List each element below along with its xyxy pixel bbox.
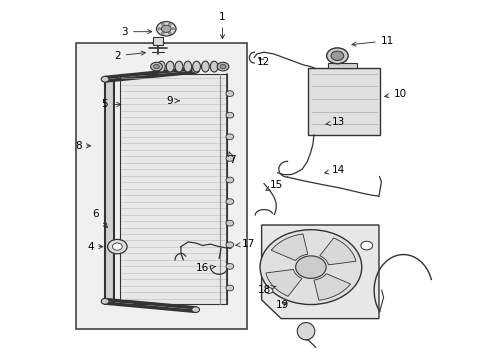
Circle shape <box>225 285 233 291</box>
Bar <box>153 37 163 45</box>
Text: 2: 2 <box>114 51 145 61</box>
Circle shape <box>191 307 199 312</box>
Text: 12: 12 <box>256 57 269 67</box>
Text: 1: 1 <box>219 12 225 39</box>
Text: 14: 14 <box>324 165 345 175</box>
Circle shape <box>330 51 343 60</box>
Circle shape <box>225 220 233 226</box>
Circle shape <box>150 62 162 71</box>
Circle shape <box>225 134 233 140</box>
Ellipse shape <box>175 61 183 72</box>
Circle shape <box>158 28 161 30</box>
Circle shape <box>225 242 233 248</box>
Circle shape <box>153 64 159 69</box>
Circle shape <box>156 22 176 36</box>
Bar <box>307 68 380 135</box>
Ellipse shape <box>157 61 165 72</box>
Circle shape <box>107 239 127 254</box>
Ellipse shape <box>183 61 191 72</box>
Polygon shape <box>261 225 378 319</box>
Ellipse shape <box>201 61 209 72</box>
Circle shape <box>101 76 109 82</box>
Text: 18: 18 <box>257 285 276 295</box>
Text: 5: 5 <box>101 99 121 109</box>
Circle shape <box>225 264 233 269</box>
Wedge shape <box>313 274 350 300</box>
Circle shape <box>295 256 325 278</box>
Circle shape <box>264 288 272 293</box>
Circle shape <box>225 91 233 96</box>
Circle shape <box>225 199 233 204</box>
Circle shape <box>260 230 361 305</box>
Wedge shape <box>265 269 302 296</box>
Circle shape <box>220 64 225 69</box>
Circle shape <box>168 32 171 34</box>
Circle shape <box>168 23 171 26</box>
Circle shape <box>171 28 174 30</box>
Circle shape <box>360 241 372 250</box>
Wedge shape <box>271 234 307 261</box>
Circle shape <box>225 177 233 183</box>
Ellipse shape <box>166 61 174 72</box>
Text: 13: 13 <box>325 117 345 127</box>
Circle shape <box>101 298 109 304</box>
Bar <box>327 63 356 68</box>
Text: 11: 11 <box>351 36 393 46</box>
Text: 10: 10 <box>384 89 406 99</box>
Ellipse shape <box>192 61 200 72</box>
Circle shape <box>161 32 164 34</box>
Text: 6: 6 <box>92 209 107 228</box>
Text: 9: 9 <box>166 96 179 106</box>
Circle shape <box>191 67 199 73</box>
Circle shape <box>112 243 122 250</box>
Circle shape <box>161 25 171 32</box>
Text: 19: 19 <box>275 300 288 310</box>
Text: 16: 16 <box>196 263 215 273</box>
Text: 4: 4 <box>87 242 102 252</box>
Ellipse shape <box>210 61 218 72</box>
Circle shape <box>225 156 233 161</box>
Polygon shape <box>105 81 114 304</box>
Text: 7: 7 <box>228 152 235 165</box>
Circle shape <box>161 23 164 26</box>
Text: 17: 17 <box>235 239 255 249</box>
Text: 15: 15 <box>265 180 283 190</box>
Text: 3: 3 <box>121 27 151 37</box>
Circle shape <box>217 62 228 71</box>
Text: 8: 8 <box>75 141 90 151</box>
Circle shape <box>326 48 347 64</box>
Wedge shape <box>319 238 355 265</box>
Polygon shape <box>297 323 314 340</box>
Bar <box>120 74 227 304</box>
Bar <box>76 43 246 329</box>
Circle shape <box>225 112 233 118</box>
